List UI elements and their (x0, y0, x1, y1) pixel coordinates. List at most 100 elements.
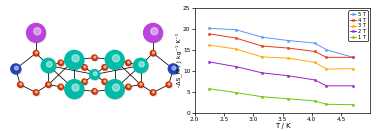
Circle shape (92, 72, 97, 77)
1 T (234, 92, 238, 93)
2 T (313, 79, 317, 81)
Circle shape (60, 85, 62, 88)
Circle shape (105, 50, 124, 69)
Line: 3 T: 3 T (208, 44, 354, 70)
Circle shape (91, 71, 100, 80)
1 T (350, 104, 355, 105)
Circle shape (42, 60, 56, 73)
Circle shape (107, 81, 125, 99)
Circle shape (36, 91, 37, 93)
Circle shape (139, 64, 144, 69)
Circle shape (92, 55, 97, 60)
Circle shape (34, 28, 41, 35)
Circle shape (127, 61, 132, 66)
Circle shape (82, 79, 87, 84)
4 T (350, 57, 355, 58)
Circle shape (72, 84, 79, 91)
Circle shape (17, 82, 23, 87)
Circle shape (34, 91, 39, 96)
Circle shape (107, 52, 125, 70)
Circle shape (104, 66, 106, 68)
Circle shape (47, 83, 52, 88)
Circle shape (138, 63, 143, 68)
Circle shape (150, 90, 156, 95)
2 T (324, 85, 329, 87)
Circle shape (151, 28, 158, 35)
Circle shape (71, 57, 77, 63)
Circle shape (84, 66, 86, 68)
Circle shape (92, 89, 97, 94)
Circle shape (58, 60, 64, 66)
Circle shape (93, 90, 98, 95)
Circle shape (94, 73, 96, 75)
Circle shape (113, 58, 118, 63)
Circle shape (72, 55, 79, 62)
2 T (234, 66, 238, 67)
Circle shape (66, 81, 84, 99)
Circle shape (83, 66, 88, 71)
5 T (350, 57, 355, 58)
Circle shape (33, 90, 39, 95)
Circle shape (144, 23, 163, 42)
Circle shape (167, 83, 172, 88)
Circle shape (133, 58, 148, 73)
Circle shape (59, 85, 64, 90)
Circle shape (59, 61, 64, 66)
Circle shape (46, 63, 51, 68)
Circle shape (73, 58, 78, 63)
Circle shape (82, 65, 87, 70)
Circle shape (11, 64, 21, 74)
3 T (350, 68, 355, 69)
4 T (234, 37, 238, 39)
2 T (286, 75, 291, 77)
Circle shape (66, 52, 84, 70)
4 T (286, 47, 291, 49)
Circle shape (12, 65, 21, 75)
Line: 4 T: 4 T (208, 33, 354, 58)
Circle shape (26, 23, 45, 42)
Circle shape (169, 65, 179, 75)
1 T (313, 100, 317, 102)
3 T (286, 57, 291, 59)
Circle shape (84, 80, 86, 82)
Line: 1 T: 1 T (208, 88, 354, 106)
4 T (313, 51, 317, 52)
Circle shape (60, 61, 62, 63)
Circle shape (102, 65, 107, 70)
Circle shape (41, 58, 56, 73)
Circle shape (138, 82, 143, 87)
Circle shape (46, 62, 52, 67)
3 T (260, 56, 264, 58)
Circle shape (48, 83, 50, 85)
Circle shape (102, 79, 107, 84)
X-axis label: T / K: T / K (275, 123, 290, 129)
Circle shape (125, 60, 131, 66)
Circle shape (94, 90, 96, 92)
Circle shape (93, 73, 98, 78)
Circle shape (125, 84, 131, 90)
Circle shape (103, 80, 108, 85)
1 T (286, 98, 291, 100)
Circle shape (34, 51, 39, 57)
3 T (313, 62, 317, 63)
Circle shape (46, 82, 51, 87)
Circle shape (152, 91, 154, 93)
5 T (324, 49, 329, 51)
5 T (207, 28, 212, 29)
4 T (207, 33, 212, 35)
Circle shape (14, 66, 18, 70)
5 T (260, 36, 264, 38)
Circle shape (139, 83, 144, 88)
5 T (286, 40, 291, 41)
Circle shape (135, 60, 148, 73)
Circle shape (103, 66, 108, 71)
Circle shape (74, 58, 76, 60)
Circle shape (65, 50, 84, 69)
Circle shape (65, 80, 84, 99)
3 T (324, 68, 329, 70)
Circle shape (19, 83, 24, 88)
2 T (207, 61, 212, 63)
Circle shape (33, 50, 39, 56)
1 T (207, 88, 212, 90)
Circle shape (151, 91, 156, 96)
